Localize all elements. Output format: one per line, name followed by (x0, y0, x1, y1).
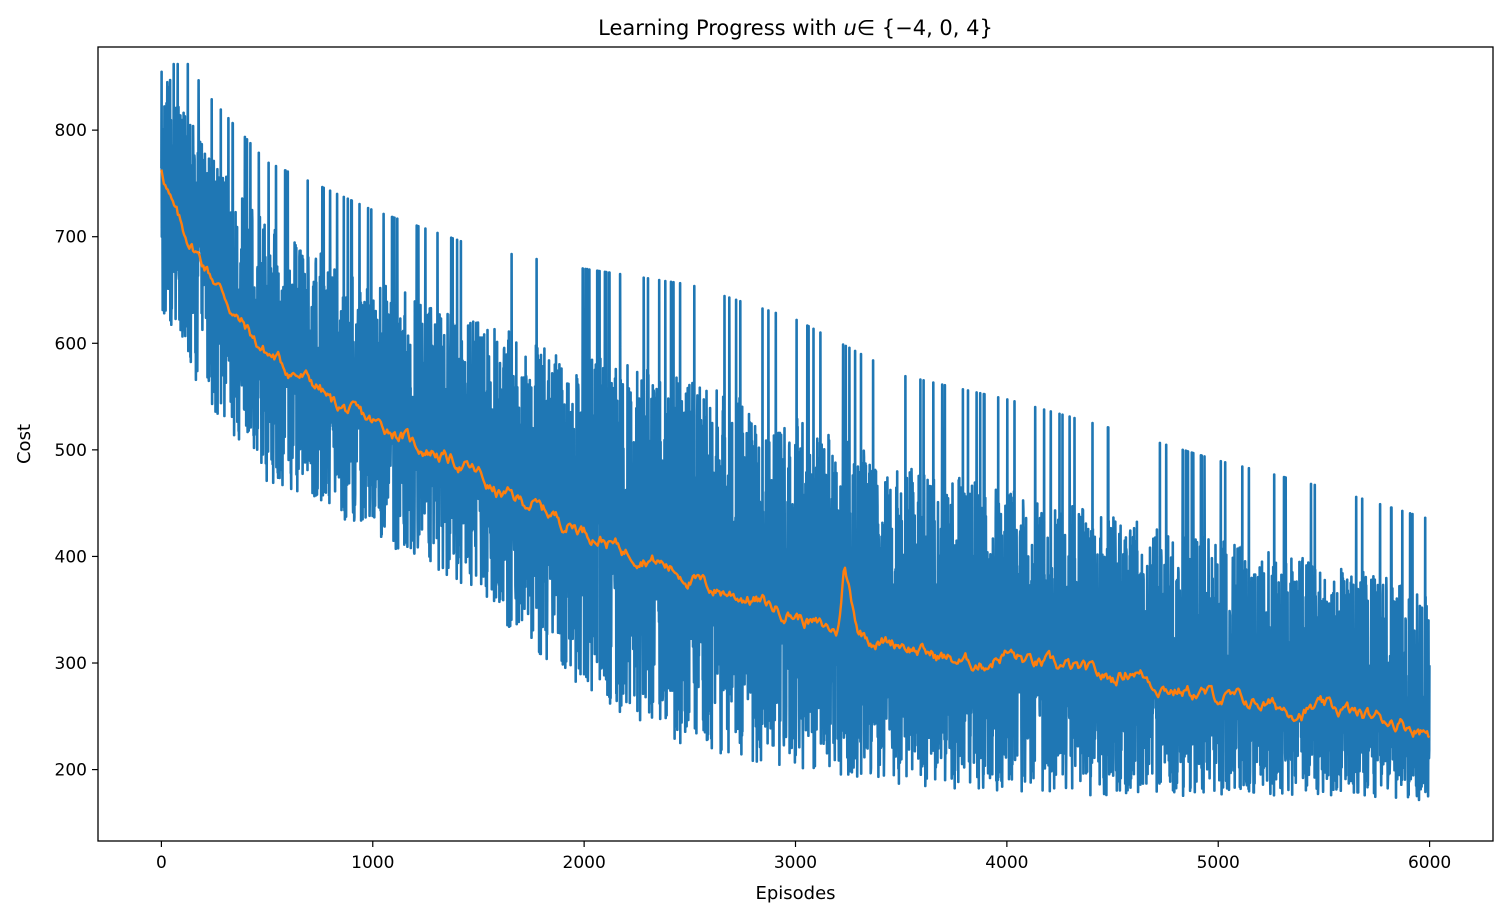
series-moving-average-line (160, 169, 1431, 739)
x-tick-label: 4000 (985, 853, 1028, 873)
chart-title-prefix: Learning Progress with (598, 16, 843, 40)
y-tick-label: 600 (55, 334, 87, 354)
x-tick-label: 5000 (1197, 853, 1240, 873)
x-tick-label: 6000 (1408, 853, 1451, 873)
plot-series (160, 62, 1431, 802)
y-tick-label: 400 (55, 547, 87, 567)
x-tick-label: 2000 (563, 853, 606, 873)
y-axis: 200 300 400 500 600 700 800 (55, 121, 98, 781)
chart-title-set: ∈ {−4, 0, 4} (857, 16, 993, 40)
x-tick-label: 1000 (351, 853, 394, 873)
y-tick-label: 700 (55, 228, 87, 248)
x-tick-label: 0 (156, 853, 167, 873)
chart-title: Learning Progress with u∈ {−4, 0, 4} (598, 16, 993, 40)
y-axis-label: Cost (14, 424, 35, 464)
y-tick-label: 300 (55, 654, 87, 674)
y-tick-label: 200 (55, 761, 87, 781)
x-axis: 0 1000 2000 3000 4000 5000 6000 (156, 841, 1451, 873)
chart-title-variable: u (843, 16, 856, 40)
x-tick-label: 3000 (774, 853, 817, 873)
y-tick-label: 800 (55, 121, 87, 141)
y-tick-label: 500 (55, 441, 87, 461)
series-raw-cost-line (160, 62, 1431, 802)
x-axis-label: Episodes (755, 883, 835, 904)
